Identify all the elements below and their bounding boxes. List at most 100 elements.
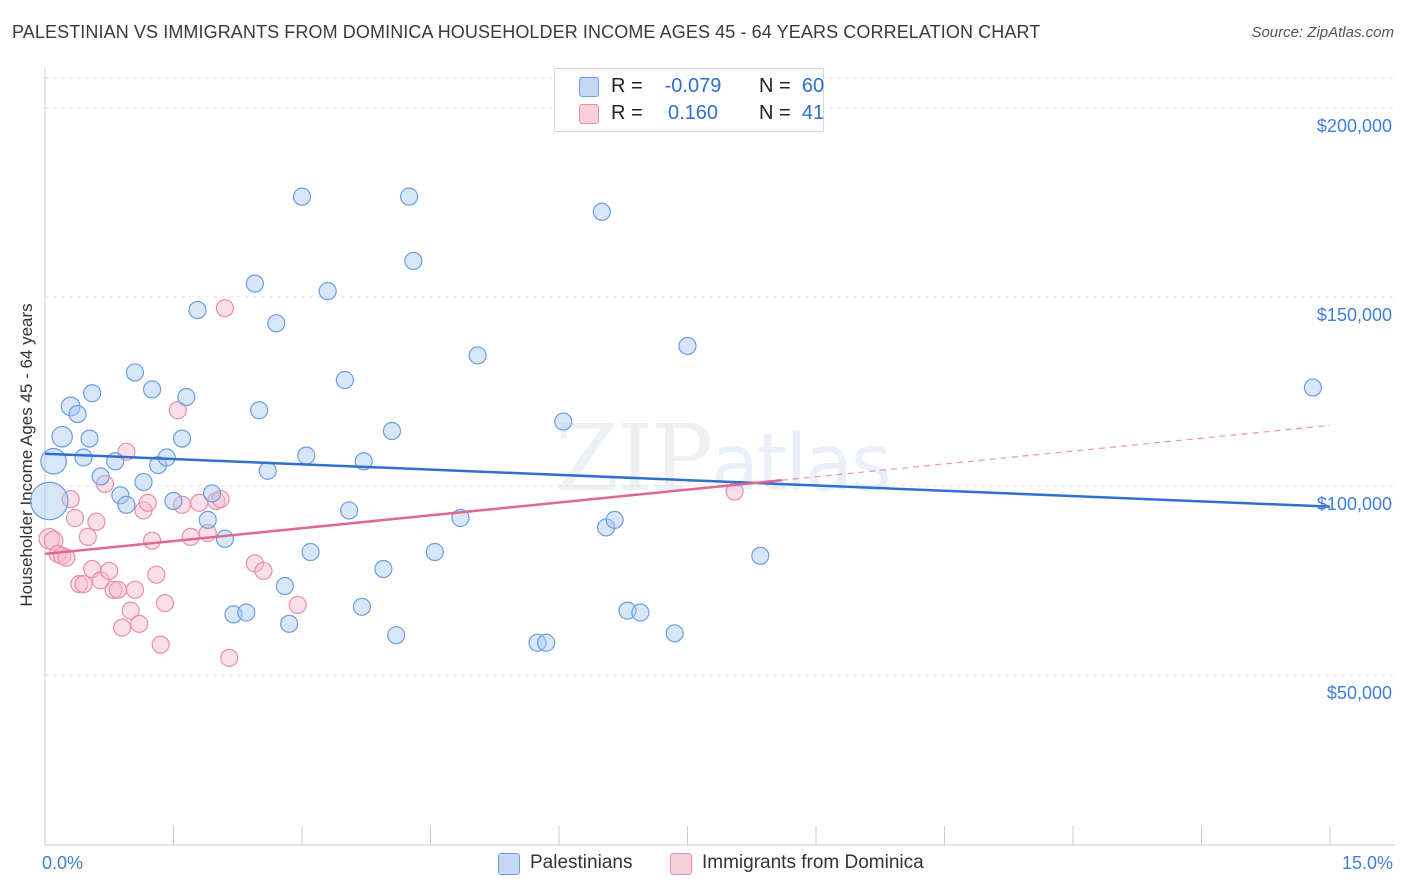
legend-n-value: 41: [801, 102, 825, 124]
data-point-palestinians: [1303, 378, 1322, 397]
y-tick-label: $50,000: [1327, 683, 1392, 703]
data-point-palestinians: [275, 576, 294, 596]
data-point-palestinians: [29, 481, 69, 521]
legend-label-dominica: Immigrants from Dominica: [702, 852, 924, 873]
data-point-palestinians: [399, 187, 419, 206]
data-point-dominica: [104, 580, 123, 599]
y-tick-label: $150,000: [1317, 305, 1392, 325]
series-palestinians-points: [29, 187, 1322, 652]
data-point-palestinians: [292, 187, 312, 206]
legend-n-label: N =: [759, 102, 791, 124]
data-point-dominica: [155, 593, 175, 613]
stats-legend: R = -0.079 N = 60 R = 0.160 N = 41: [554, 68, 824, 132]
data-point-palestinians: [258, 461, 277, 480]
data-point-dominica: [100, 561, 119, 581]
data-point-palestinians: [202, 484, 222, 503]
watermark-atlas: atlas: [711, 419, 891, 509]
trend-lines: [44, 424, 1331, 556]
data-point-dominica: [151, 635, 170, 654]
data-point-palestinians: [425, 542, 444, 562]
data-point-palestinians: [554, 412, 573, 431]
data-point-palestinians: [250, 401, 269, 420]
data-point-palestinians: [40, 447, 67, 475]
data-point-dominica: [65, 508, 85, 528]
data-point-palestinians: [335, 370, 354, 390]
trend-line-palestinians: [44, 452, 1331, 508]
data-point-palestinians: [237, 603, 256, 622]
data-point-dominica: [147, 565, 166, 584]
legend-swatch-pink: [579, 104, 599, 124]
data-point-palestinians: [297, 446, 316, 465]
data-point-palestinians: [172, 429, 192, 448]
data-point-dominica: [138, 493, 157, 512]
data-point-palestinians: [678, 336, 697, 356]
data-point-palestinians: [80, 429, 99, 448]
data-point-palestinians: [352, 597, 372, 616]
data-point-palestinians: [68, 404, 87, 424]
data-point-palestinians: [751, 546, 770, 565]
data-point-palestinians: [91, 467, 110, 486]
source-label: Source: ZipAtlas.com: [1251, 24, 1394, 41]
data-point-palestinians: [74, 448, 93, 467]
data-point-palestinians: [198, 510, 217, 529]
data-point-dominica: [108, 580, 127, 599]
legend-n-label: N =: [759, 75, 791, 97]
data-point-dominica: [168, 401, 187, 420]
data-point-dominica: [87, 512, 106, 531]
data-point-palestinians: [631, 603, 650, 622]
data-point-dominica: [125, 580, 145, 599]
data-point-palestinians: [83, 384, 102, 403]
data-point-palestinians: [340, 501, 359, 520]
x-tick-label-max: 15.0%: [1342, 853, 1393, 873]
data-point-palestinians: [318, 282, 337, 301]
data-point-palestinians: [537, 633, 556, 652]
legend-r-label: R =: [611, 75, 643, 97]
y-tick-label: $100,000: [1317, 494, 1392, 514]
data-point-palestinians: [280, 614, 299, 633]
data-point-palestinians: [177, 387, 196, 407]
legend-swatch-blue: [498, 853, 520, 875]
data-point-palestinians: [125, 363, 145, 382]
data-point-dominica: [142, 531, 162, 550]
x-tick-labels: 0.0% 15.0%: [42, 853, 1393, 873]
data-point-palestinians: [665, 624, 684, 643]
legend-r-label: R =: [611, 102, 643, 124]
data-point-dominica: [70, 575, 89, 594]
data-point-palestinians: [468, 346, 487, 365]
data-point-palestinians: [592, 202, 611, 221]
data-point-dominica: [220, 648, 239, 667]
trend-line-dominica-extension: [781, 424, 1331, 481]
legend-n-value: 60: [801, 75, 825, 97]
legend-label-palestinians: Palestinians: [530, 852, 633, 873]
data-point-dominica: [121, 601, 140, 620]
data-point-palestinians: [301, 542, 320, 562]
legend-r-value: 0.160: [667, 102, 719, 124]
data-point-palestinians: [267, 314, 286, 333]
data-point-dominica: [112, 618, 132, 637]
gridlines: [45, 77, 1395, 676]
data-point-palestinians: [605, 510, 624, 529]
data-point-palestinians: [51, 425, 73, 448]
series-legend: Palestinians Immigrants from Dominica: [0, 852, 1406, 878]
data-point-palestinians: [404, 251, 423, 271]
legend-swatch-pink: [670, 853, 692, 875]
data-point-dominica: [78, 527, 97, 546]
legend-swatch-blue: [579, 77, 599, 97]
data-point-dominica: [215, 299, 234, 318]
data-point-dominica: [74, 575, 93, 594]
data-point-palestinians: [245, 274, 264, 293]
trend-line-dominica: [44, 478, 782, 556]
data-point-palestinians: [117, 495, 136, 514]
data-point-palestinians: [387, 626, 406, 645]
data-point-dominica: [288, 595, 307, 615]
data-point-palestinians: [215, 529, 234, 548]
data-point-palestinians: [134, 472, 153, 492]
data-point-palestinians: [111, 486, 130, 505]
x-tick-label-min: 0.0%: [42, 853, 83, 873]
data-point-palestinians: [142, 380, 162, 399]
data-point-palestinians: [382, 421, 402, 441]
y-tick-labels: $50,000 $100,000 $150,000 $200,000: [1317, 116, 1392, 703]
chart-title: PALESTINIAN VS IMMIGRANTS FROM DOMINICA …: [12, 22, 1041, 42]
y-tick-label: $200,000: [1317, 116, 1392, 136]
